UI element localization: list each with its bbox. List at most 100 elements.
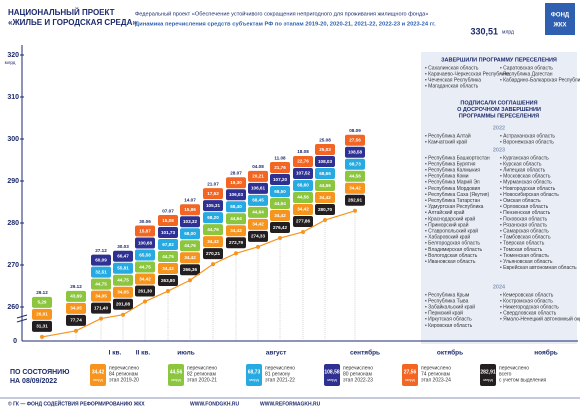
month-label: август <box>266 350 287 357</box>
total-label: 77,74 <box>70 318 82 323</box>
region: • Приморский край <box>425 221 469 228</box>
point <box>121 312 125 317</box>
segment-label: 27,56 <box>349 137 361 142</box>
segment-label: 34,42 <box>207 239 219 244</box>
region: • Владимирская область <box>425 247 482 253</box>
segment-box <box>158 263 178 275</box>
segment-label: 68,60 <box>297 183 309 188</box>
region: • Тверская область <box>500 241 545 247</box>
region: • Ивановская область <box>425 259 476 265</box>
segment-label: 44,75 <box>95 281 107 286</box>
segment-label: 68,40 <box>230 204 242 209</box>
legend-text: перечислено <box>343 365 373 371</box>
point <box>74 328 78 333</box>
region: • Забайкальский край <box>425 304 475 311</box>
segment-label: 15,86 <box>184 207 196 212</box>
legend-text: 82 регионам <box>187 371 216 377</box>
year-label: 2023 <box>493 147 505 153</box>
legend-swatch <box>324 364 340 386</box>
total-label: 31,31 <box>36 324 48 329</box>
segment-box <box>203 224 223 236</box>
month-label: июль <box>177 350 195 357</box>
segment-label: 34,42 <box>319 195 331 200</box>
date-label: 14.07 <box>184 198 196 203</box>
segment-box <box>158 239 178 251</box>
status: НА 08/09/2022 <box>10 378 57 385</box>
segment-label: 100,68 <box>138 240 152 245</box>
segment-box <box>135 237 155 249</box>
month-label: II кв. <box>136 350 151 357</box>
segment-label: 5,29 <box>38 300 47 305</box>
segment-label: 34,05 <box>70 306 82 311</box>
legend-unit: млрд <box>483 377 493 382</box>
segment-box <box>293 191 313 203</box>
region: • Чеченская Республика <box>425 77 481 83</box>
date-label: 28.07 <box>230 171 242 176</box>
region: • Орловская область <box>500 204 549 210</box>
region: • Карачаево-Черкесская Республика <box>425 71 510 77</box>
region: • Свердловская область <box>500 311 557 317</box>
region: • Саратовская область <box>500 65 553 71</box>
segment-label: 55,81 <box>117 265 129 270</box>
region: • Республика Дагестан <box>500 71 553 77</box>
total-box <box>91 302 111 314</box>
segment-box <box>293 203 313 215</box>
point <box>211 262 215 267</box>
region: • Кабардино-Балкарская Республика <box>500 77 580 83</box>
region: • Республика Саха (Якутия) <box>425 192 489 198</box>
segment-box <box>135 273 155 285</box>
date-label: 18.08 <box>297 149 309 154</box>
region: • Республика Тыва <box>425 298 469 304</box>
segment-label: 44,64 <box>230 216 242 221</box>
year-label: 2024 <box>493 284 506 290</box>
region: • Самарская область <box>500 229 549 235</box>
legend-text: этап 2019-20 <box>109 377 139 383</box>
total-label: 272,79 <box>229 240 243 245</box>
segment-box <box>345 182 365 194</box>
legend-value: 34,42 <box>92 369 105 375</box>
segment-label: 67,82 <box>162 242 174 247</box>
legend-text: всего <box>499 371 512 377</box>
footer-link: WWW.REFORMAGKH.RU <box>260 401 321 407</box>
segment-label: 108,58 <box>348 149 362 154</box>
point <box>166 289 170 294</box>
segment-label: 34,42 <box>252 222 264 227</box>
segment-box <box>158 215 178 227</box>
region: • Республика Коми <box>425 174 469 180</box>
segment-box <box>203 188 223 200</box>
segment-box <box>248 182 268 194</box>
region: • Ставропольский край <box>425 228 478 235</box>
segment-label: 44,64 <box>252 210 264 215</box>
axis-break <box>16 314 28 323</box>
segment-label: 15,87 <box>139 228 151 233</box>
segment-box <box>66 290 86 302</box>
segment-label: 103,32 <box>183 219 197 224</box>
date-label: 30.06 <box>139 219 151 224</box>
segment-box <box>270 186 290 198</box>
segment-label: 65,58 <box>139 252 151 257</box>
footer-link: WWW.FONDGKH.RU <box>190 401 240 407</box>
region: • Хабаровский край <box>425 234 470 241</box>
legend-unit: млрд <box>249 377 259 382</box>
segment-label: 68,50 <box>274 189 286 194</box>
segment-label: 32,51 <box>95 269 107 274</box>
segment-box <box>180 240 200 252</box>
segment-label: 15,08 <box>162 218 174 223</box>
region: • Сахалинская область <box>425 65 479 71</box>
region: • Липецкая область <box>500 168 546 174</box>
segment-box <box>315 144 335 156</box>
segment-box <box>113 286 133 298</box>
segment-label: 34,42 <box>162 266 174 271</box>
panel-title: ПОДПИСАЛИ СОГЛАШЕНИЯ <box>460 100 537 106</box>
panel-title: ПРОГРАММЫ ПЕРЕСЕЛЕНИЯ <box>459 113 539 119</box>
total-box <box>345 194 365 206</box>
segment-label: 105,31 <box>206 203 220 208</box>
region: • Рязанская область <box>500 222 547 228</box>
region: • Республика Мордовия <box>425 186 480 192</box>
total-label: 261,30 <box>138 288 152 293</box>
total: 330,51 <box>470 26 498 36</box>
segment-box <box>180 228 200 240</box>
total-box <box>158 275 178 287</box>
segment-label: 44,75 <box>139 264 151 269</box>
total-box <box>270 222 290 234</box>
